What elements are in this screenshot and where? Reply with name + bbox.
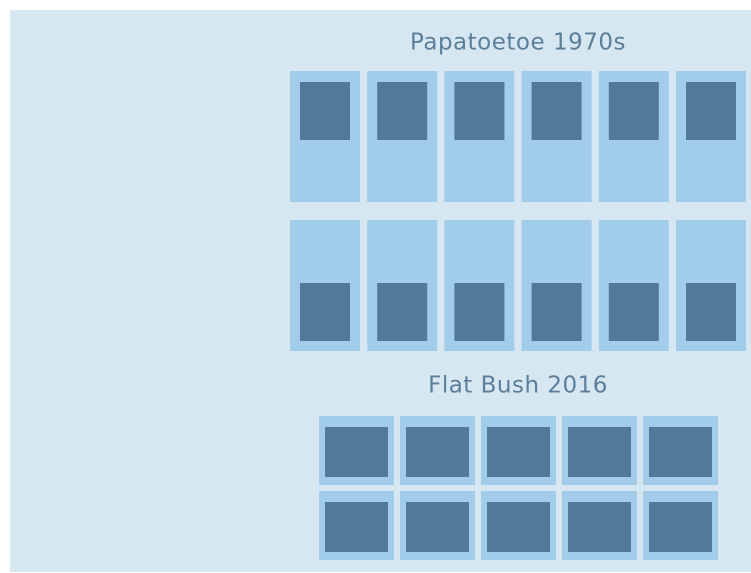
house (531, 283, 582, 341)
house (608, 283, 659, 341)
house (531, 82, 582, 140)
house (325, 427, 388, 477)
house (649, 427, 712, 477)
section-title: Papatoetoe 1970s (410, 30, 626, 56)
lots (290, 71, 746, 560)
house (568, 427, 631, 477)
house (686, 283, 736, 341)
house (487, 427, 550, 477)
house (377, 82, 428, 140)
house (377, 283, 428, 341)
house (686, 82, 736, 140)
house (608, 82, 659, 140)
house (568, 502, 631, 552)
house (406, 502, 469, 552)
house (325, 502, 388, 552)
house (649, 502, 712, 552)
house (406, 427, 469, 477)
house (300, 82, 350, 140)
house (300, 283, 350, 341)
house (487, 502, 550, 552)
house (454, 82, 505, 140)
house (454, 283, 505, 341)
section-title: Flat Bush 2016 (428, 373, 608, 399)
